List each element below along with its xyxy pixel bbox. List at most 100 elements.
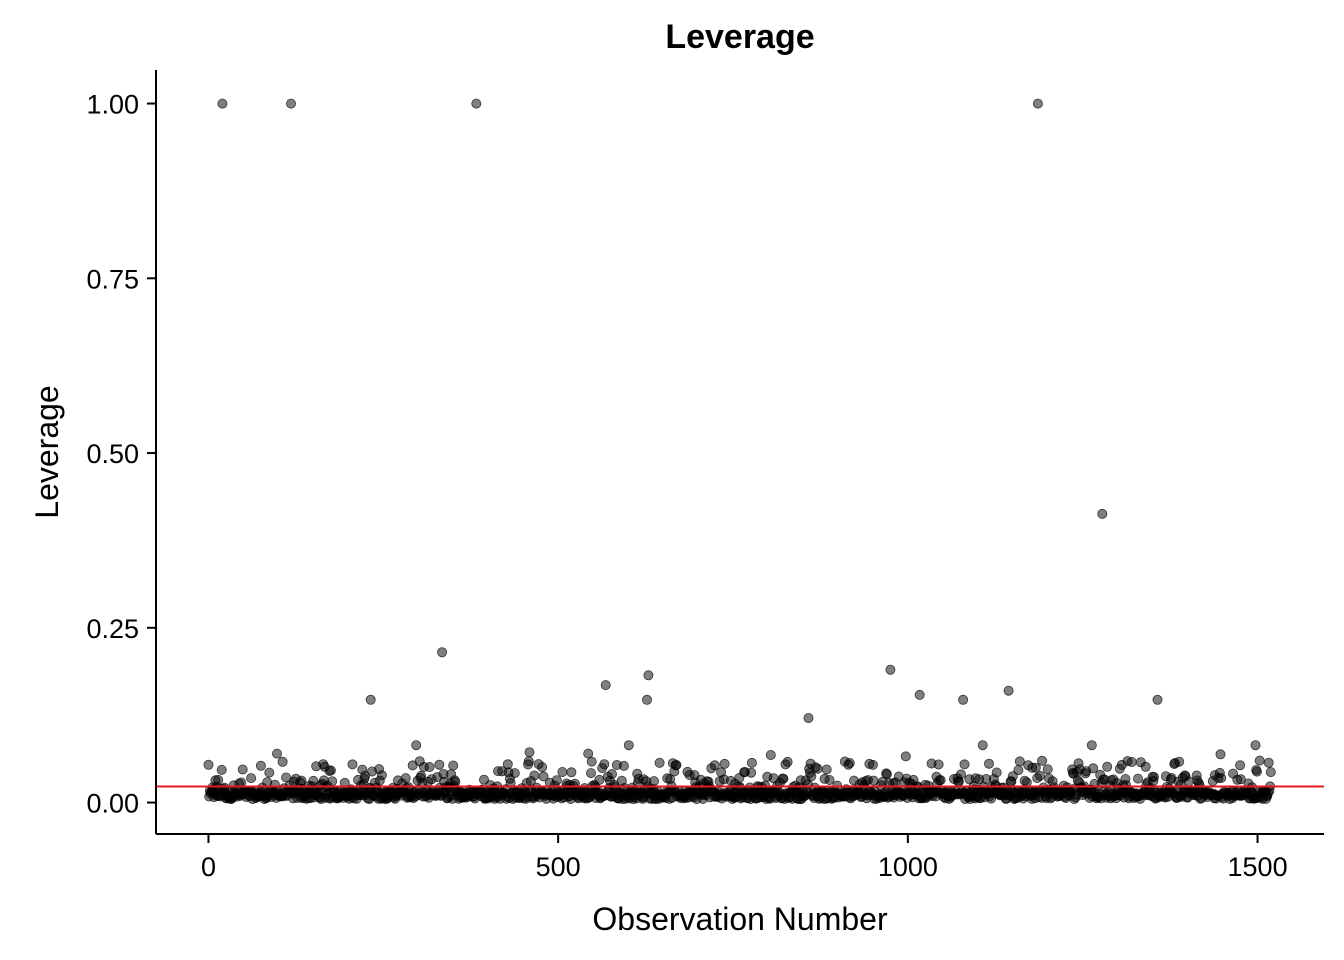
scatter-point — [1140, 761, 1151, 772]
scatter-point — [1133, 773, 1144, 784]
scatter-point — [933, 759, 944, 770]
scatter-point — [1184, 776, 1195, 787]
scatter-point — [264, 767, 275, 778]
scatter-point — [599, 759, 610, 770]
scatter-point — [237, 764, 248, 775]
scatter-point — [1013, 765, 1024, 776]
scatter-point — [1263, 757, 1274, 768]
y-axis-ticks: 0.00 0.25 0.50 0.75 1.00 — [86, 90, 156, 819]
scatter-point — [844, 758, 855, 769]
scatter-point — [885, 664, 896, 675]
scatter-point — [618, 760, 629, 771]
scatter-point — [1003, 685, 1014, 696]
scatter-point — [471, 98, 482, 109]
x-tick-label: 0 — [201, 852, 216, 882]
scatter-point — [812, 763, 823, 774]
scatter-point — [959, 759, 970, 770]
y-axis-title: Leverage — [29, 385, 65, 518]
scatter-point — [782, 756, 793, 767]
scatter-point — [411, 740, 422, 751]
y-tick-label: 0.75 — [86, 264, 139, 294]
scatter-point — [977, 740, 988, 751]
scatter-point — [1035, 770, 1046, 781]
scatter-point — [450, 776, 461, 787]
y-tick-label: 0.00 — [86, 789, 139, 819]
scatter-point — [821, 764, 832, 775]
scatter-point — [1254, 755, 1265, 766]
scatter-point — [1042, 764, 1053, 775]
scatter-point — [1032, 98, 1043, 109]
scatter-point — [746, 767, 757, 778]
scatter-point — [746, 757, 757, 768]
scatter-point — [583, 748, 594, 759]
scatter-point — [607, 769, 618, 780]
scatter-point — [327, 776, 338, 787]
scatter-point — [935, 775, 946, 786]
scatter-point — [594, 774, 605, 785]
scatter-point — [1102, 761, 1113, 772]
x-tick-label: 500 — [536, 852, 581, 882]
scatter-point — [400, 773, 411, 784]
scatter-point — [778, 773, 789, 784]
scatter-point — [984, 758, 995, 769]
scatter-point — [255, 760, 266, 771]
y-tick-label: 1.00 — [86, 90, 139, 120]
scatter-point — [524, 747, 535, 758]
scatter-point — [285, 98, 296, 109]
scatter-point — [246, 773, 257, 784]
scatter-point — [867, 759, 878, 770]
scatter-point — [566, 767, 577, 778]
scatter-point — [505, 778, 516, 789]
x-tick-label: 1000 — [878, 852, 938, 882]
scatter-point — [1014, 756, 1025, 767]
scatter-point — [203, 759, 214, 770]
scatter-point — [1265, 767, 1276, 778]
y-tick-label: 0.25 — [86, 614, 139, 644]
scatter-point — [623, 740, 634, 751]
scatter-point — [1174, 756, 1185, 767]
scatter-point — [991, 767, 1002, 778]
scatter-point — [1007, 771, 1018, 782]
scatter-point — [1086, 740, 1097, 751]
scatter-point — [654, 757, 665, 768]
scatter-point — [1037, 755, 1048, 766]
scatter-point — [365, 694, 376, 705]
scatter-point — [600, 680, 611, 691]
scatter-point — [213, 774, 224, 785]
scatter-point — [914, 689, 925, 700]
x-axis-title: Observation Number — [592, 901, 888, 937]
scatter-point — [434, 759, 445, 770]
scatter-point — [557, 767, 568, 778]
scatter-point — [523, 756, 534, 767]
scatter-point — [424, 762, 435, 773]
scatter-point — [1030, 762, 1041, 773]
scatter-point — [537, 762, 548, 773]
scatter-point — [325, 765, 336, 776]
scatter-point — [765, 750, 776, 761]
scatter-point — [881, 769, 892, 780]
scatter-point — [1216, 773, 1227, 784]
scatter-point — [671, 760, 682, 771]
scatter-point — [1251, 766, 1262, 777]
scatter-point — [824, 775, 835, 786]
scatter-point — [958, 694, 969, 705]
scatter-point — [339, 777, 350, 788]
scatter-point — [509, 768, 520, 779]
x-axis-ticks: 0 500 1000 1500 — [201, 834, 1288, 882]
scatter-point — [1097, 508, 1108, 519]
scatter-point — [806, 771, 817, 782]
scatter-point — [271, 748, 282, 759]
scatter-point — [1235, 774, 1246, 785]
x-tick-label: 1500 — [1228, 852, 1288, 882]
scatter-point — [360, 770, 371, 781]
scatter-point — [1250, 740, 1261, 751]
scatter-point — [900, 751, 911, 762]
scatter-point — [1149, 772, 1160, 783]
scatter-point — [803, 713, 814, 724]
y-tick-label: 0.50 — [86, 439, 139, 469]
scatter-point — [642, 694, 653, 705]
scatter-point — [1235, 760, 1246, 771]
scatter-point — [1215, 749, 1226, 760]
